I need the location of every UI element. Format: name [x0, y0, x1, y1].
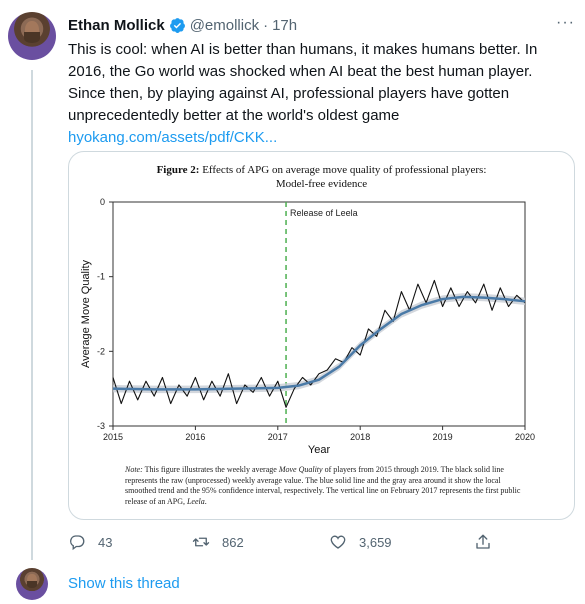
- note-text-2: of players from 2015 through 2019. The b…: [125, 465, 521, 506]
- figure-subtitle: Model-free evidence: [275, 178, 368, 190]
- like-count: 3,659: [359, 534, 392, 550]
- note-leela: Leela: [186, 496, 205, 506]
- x-tick-label: 2015: [103, 432, 123, 442]
- figure-title-label: Figure 2:: [156, 164, 200, 176]
- reply-icon: [70, 535, 85, 551]
- tweet-actions: 43 862 3,659: [68, 533, 508, 553]
- retweet-button[interactable]: 862: [192, 533, 244, 551]
- share-icon: [476, 534, 490, 549]
- tweet-text-line: This is cool: when AI is better than hum…: [68, 41, 538, 58]
- tweet-text: This is cool: when AI is better than hum…: [68, 39, 568, 149]
- figure-title-text: Effects of APG on average move quality o…: [202, 164, 487, 176]
- verified-badge-icon: [169, 17, 185, 33]
- y-tick-label: -3: [97, 421, 105, 431]
- tweet-header: Ethan Mollick @emollick · 17h: [68, 14, 297, 36]
- thread-avatar[interactable]: [16, 568, 48, 600]
- retweet-icon: [192, 537, 210, 547]
- like-button[interactable]: 3,659: [329, 533, 392, 551]
- show-thread-link[interactable]: Show this thread: [68, 575, 180, 592]
- x-tick-label: 2020: [515, 432, 535, 442]
- author-avatar[interactable]: [8, 12, 56, 60]
- media-image-card[interactable]: Figure 2: Effects of APG on average move…: [68, 151, 575, 520]
- y-tick-label: -2: [97, 346, 105, 356]
- leela-release-label: Release of Leela: [290, 208, 358, 218]
- x-tick-label: 2018: [350, 432, 370, 442]
- note-text-1: This figure illustrates the weekly avera…: [144, 465, 277, 474]
- note-label: Note:: [125, 465, 143, 474]
- avatar-beard: [26, 581, 38, 589]
- author-handle[interactable]: @emollick: [189, 16, 260, 34]
- figure-note: Note: This figure illustrates the weekly…: [125, 465, 525, 507]
- smoothed-trend-line: [112, 295, 526, 391]
- header-separator: ·: [263, 16, 269, 34]
- y-tick-label: 0: [100, 197, 105, 207]
- tweet-text-line: Since then, by playing against AI, profe…: [68, 85, 510, 102]
- tweet-link[interactable]: hyokang.com/assets/pdf/CKK...: [68, 129, 278, 146]
- tweet-timestamp[interactable]: 17h: [272, 16, 298, 34]
- thread-connector-line: [31, 70, 33, 560]
- note-end: .: [204, 496, 207, 506]
- x-tick-label: 2016: [185, 432, 205, 442]
- heart-icon: [330, 535, 346, 549]
- share-button[interactable]: [474, 533, 504, 551]
- confidence-band: [113, 293, 525, 394]
- avatar-face: [27, 573, 37, 587]
- figure-title: Figure 2: Effects of APG on average move…: [69, 163, 574, 191]
- avatar-beard: [23, 32, 41, 43]
- tweet-text-line: 2016, the Go world was shocked when AI b…: [68, 63, 533, 80]
- plot-frame: [112, 201, 526, 427]
- more-options-icon[interactable]: ···: [556, 14, 575, 31]
- author-name[interactable]: Ethan Mollick: [68, 16, 165, 34]
- y-tick-label: -1: [97, 272, 105, 282]
- reply-count: 43: [98, 534, 113, 550]
- retweet-count: 862: [222, 534, 244, 550]
- move-quality-chart: 2015 2016 2017 2018 2019 2020 0 -1 -2 -3 Year Avera…: [80, 197, 535, 456]
- x-axis-label: Year: [308, 444, 331, 456]
- x-tick-label: 2017: [268, 432, 288, 442]
- x-tick-label: 2019: [433, 432, 453, 442]
- reply-button[interactable]: 43: [68, 533, 112, 551]
- note-metric: Move Quality: [278, 465, 323, 474]
- tweet-text-line: unprecedentedly better at the world's ol…: [68, 107, 400, 124]
- y-axis-label: Average Move Quality: [80, 259, 92, 368]
